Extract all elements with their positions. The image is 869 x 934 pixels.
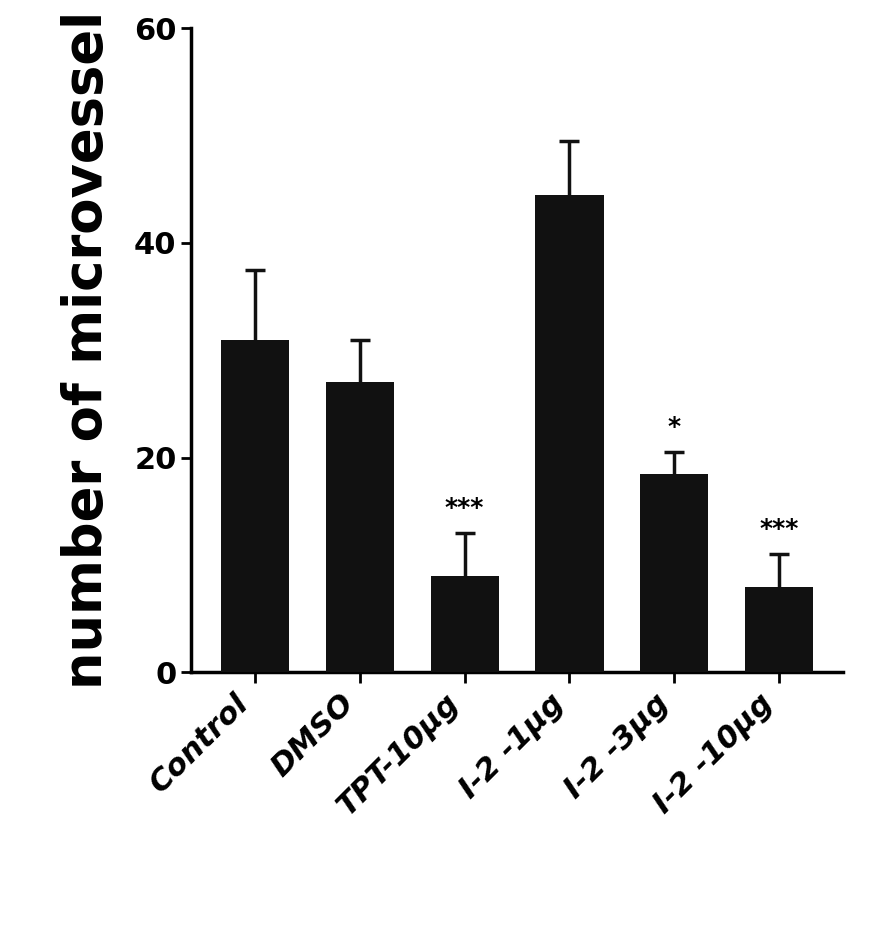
Y-axis label: number of microvessel: number of microvessel	[61, 11, 113, 689]
Bar	[745, 587, 813, 672]
Bar	[640, 474, 708, 672]
Text: ***: ***	[760, 517, 799, 542]
Bar	[326, 383, 394, 672]
Text: *: *	[667, 416, 681, 439]
Bar	[535, 194, 604, 672]
Bar	[221, 339, 289, 672]
Text: ***: ***	[445, 496, 484, 520]
Bar	[430, 575, 499, 672]
